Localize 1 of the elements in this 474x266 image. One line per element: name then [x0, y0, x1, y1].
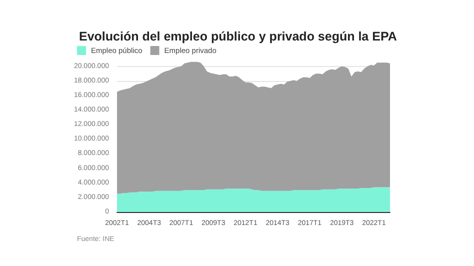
chart-title: Evolución del empleo público y privado según la EPA [79, 30, 397, 44]
